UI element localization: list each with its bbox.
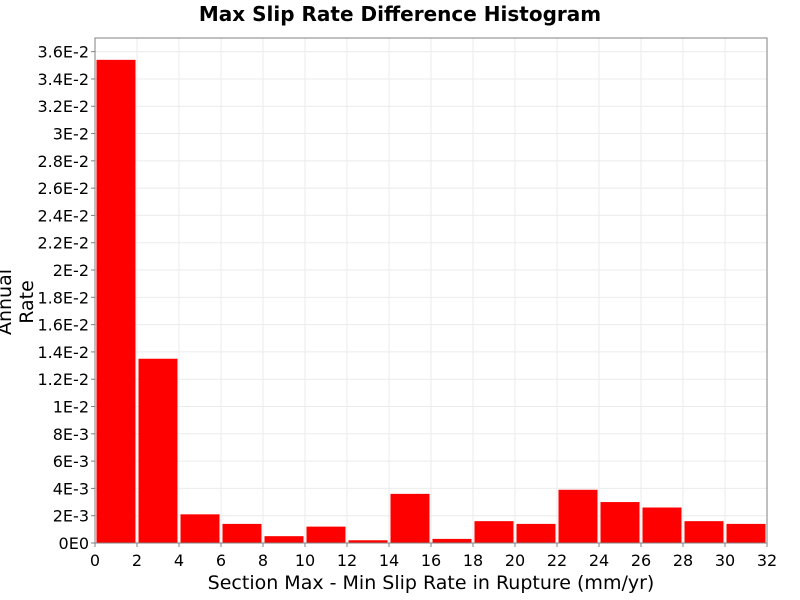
- histogram-bar: [684, 521, 724, 543]
- x-tick-label: 30: [715, 551, 735, 570]
- y-tick-label: 2.4E-2: [37, 206, 89, 225]
- y-tick-label: 6E-3: [53, 452, 89, 471]
- histogram-bar: [222, 523, 262, 543]
- x-tick-label: 24: [589, 551, 609, 570]
- histogram-bar: [306, 526, 346, 543]
- y-tick-label: 2.6E-2: [37, 179, 89, 198]
- y-tick-label: 2E-2: [53, 261, 89, 280]
- x-tick-label: 8: [258, 551, 268, 570]
- y-axis-label: Annual Rate: [0, 268, 38, 336]
- y-tick-label: 4E-3: [53, 479, 89, 498]
- histogram-bar: [726, 523, 766, 543]
- histogram-bar: [432, 538, 472, 543]
- y-tick-label: 8E-3: [53, 425, 89, 444]
- histogram-bar: [180, 514, 220, 543]
- histogram-bar: [264, 536, 304, 543]
- x-tick-label: 14: [379, 551, 399, 570]
- histogram-bar: [474, 521, 514, 543]
- x-tick-label: 26: [631, 551, 651, 570]
- y-tick-label: 1E-2: [53, 398, 89, 417]
- y-tick-label: 0E0: [59, 534, 89, 553]
- x-tick-label: 28: [673, 551, 693, 570]
- x-tick-label: 18: [463, 551, 483, 570]
- x-tick-label: 20: [505, 551, 525, 570]
- x-tick-label: 32: [757, 551, 777, 570]
- x-tick-label: 2: [132, 551, 142, 570]
- x-tick-label: 4: [174, 551, 184, 570]
- x-tick-label: 10: [295, 551, 315, 570]
- histogram-bar: [516, 523, 556, 543]
- y-tick-label: 2.8E-2: [37, 152, 89, 171]
- x-tick-label: 16: [421, 551, 441, 570]
- histogram-bar: [642, 507, 682, 543]
- y-tick-label: 1.4E-2: [37, 343, 89, 362]
- y-tick-label: 3.2E-2: [37, 97, 89, 116]
- x-tick-label: 0: [90, 551, 100, 570]
- y-tick-label: 2E-3: [53, 507, 89, 526]
- y-tick-label: 1.2E-2: [37, 370, 89, 389]
- x-tick-label: 22: [547, 551, 567, 570]
- y-tick-label: 2.2E-2: [37, 234, 89, 253]
- x-tick-label: 6: [216, 551, 226, 570]
- histogram-bar: [348, 540, 388, 543]
- x-tick-label: 12: [337, 551, 357, 570]
- y-tick-label: 3.6E-2: [37, 43, 89, 62]
- y-tick-label: 3E-2: [53, 125, 89, 144]
- histogram-bar: [138, 358, 178, 543]
- y-tick-label: 1.8E-2: [37, 288, 89, 307]
- y-tick-label: 3.4E-2: [37, 70, 89, 89]
- histogram-bar: [390, 493, 430, 543]
- histogram-bar: [96, 59, 136, 544]
- x-axis-label: Section Max - Min Slip Rate in Rupture (…: [207, 572, 655, 594]
- chart-title: Max Slip Rate Difference Histogram: [198, 2, 602, 26]
- histogram-bar: [600, 502, 640, 543]
- histogram-bar: [558, 489, 598, 543]
- y-tick-label: 1.6E-2: [37, 316, 89, 335]
